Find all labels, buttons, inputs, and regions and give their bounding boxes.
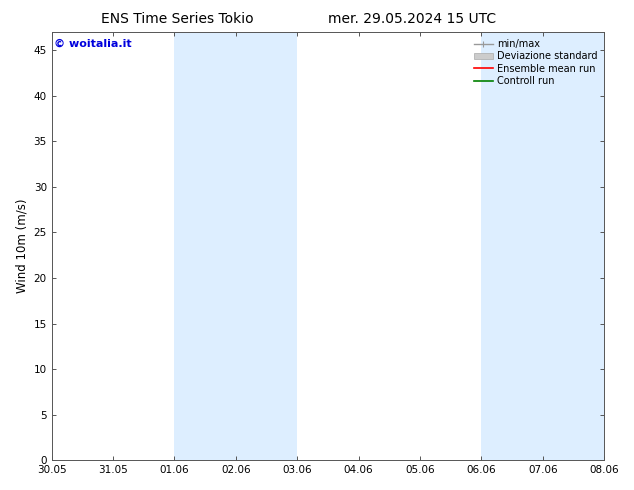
Y-axis label: Wind 10m (m/s): Wind 10m (m/s) [15,199,28,294]
Bar [543,32,604,460]
Bar [481,32,543,460]
Bar [174,32,236,460]
Legend: min/max, Deviazione standard, Ensemble mean run, Controll run: min/max, Deviazione standard, Ensemble m… [472,37,599,88]
Text: mer. 29.05.2024 15 UTC: mer. 29.05.2024 15 UTC [328,12,496,26]
Text: © woitalia.it: © woitalia.it [55,39,132,49]
Text: ENS Time Series Tokio: ENS Time Series Tokio [101,12,254,26]
Bar [236,32,297,460]
